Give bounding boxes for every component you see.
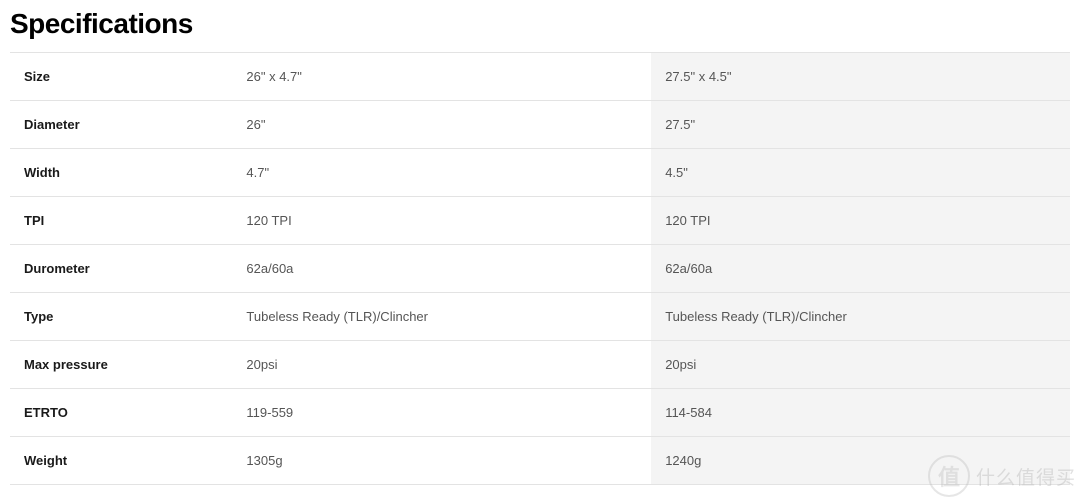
- spec-value: 27.5" x 4.5": [651, 53, 1070, 101]
- spec-value: 119-559: [232, 389, 651, 437]
- specifications-title: Specifications: [10, 8, 1070, 40]
- spec-label: Max pressure: [10, 341, 232, 389]
- spec-value: 20psi: [232, 341, 651, 389]
- spec-label: Type: [10, 293, 232, 341]
- spec-label: Durometer: [10, 245, 232, 293]
- spec-value: 27.5": [651, 101, 1070, 149]
- table-row: Durometer 62a/60a 62a/60a: [10, 245, 1070, 293]
- spec-value: 62a/60a: [232, 245, 651, 293]
- spec-value: Tubeless Ready (TLR)/Clincher: [651, 293, 1070, 341]
- table-row: Type Tubeless Ready (TLR)/Clincher Tubel…: [10, 293, 1070, 341]
- spec-value: 26": [232, 101, 651, 149]
- table-row: Weight 1305g 1240g: [10, 437, 1070, 485]
- table-row: Max pressure 20psi 20psi: [10, 341, 1070, 389]
- spec-label: Diameter: [10, 101, 232, 149]
- spec-label: Width: [10, 149, 232, 197]
- spec-label: Weight: [10, 437, 232, 485]
- spec-value: Tubeless Ready (TLR)/Clincher: [232, 293, 651, 341]
- table-row: Diameter 26" 27.5": [10, 101, 1070, 149]
- spec-value: 120 TPI: [232, 197, 651, 245]
- spec-value: 114-584: [651, 389, 1070, 437]
- spec-label: Size: [10, 53, 232, 101]
- table-row: Width 4.7" 4.5": [10, 149, 1070, 197]
- table-row: Size 26" x 4.7" 27.5" x 4.5": [10, 53, 1070, 101]
- spec-value: 26" x 4.7": [232, 53, 651, 101]
- spec-value: 62a/60a: [651, 245, 1070, 293]
- spec-value: 120 TPI: [651, 197, 1070, 245]
- spec-value: 1240g: [651, 437, 1070, 485]
- spec-value: 20psi: [651, 341, 1070, 389]
- spec-label: TPI: [10, 197, 232, 245]
- spec-value: 4.5": [651, 149, 1070, 197]
- spec-label: ETRTO: [10, 389, 232, 437]
- spec-value: 1305g: [232, 437, 651, 485]
- table-row: TPI 120 TPI 120 TPI: [10, 197, 1070, 245]
- specifications-table: Size 26" x 4.7" 27.5" x 4.5" Diameter 26…: [10, 52, 1070, 485]
- spec-value: 4.7": [232, 149, 651, 197]
- table-row: ETRTO 119-559 114-584: [10, 389, 1070, 437]
